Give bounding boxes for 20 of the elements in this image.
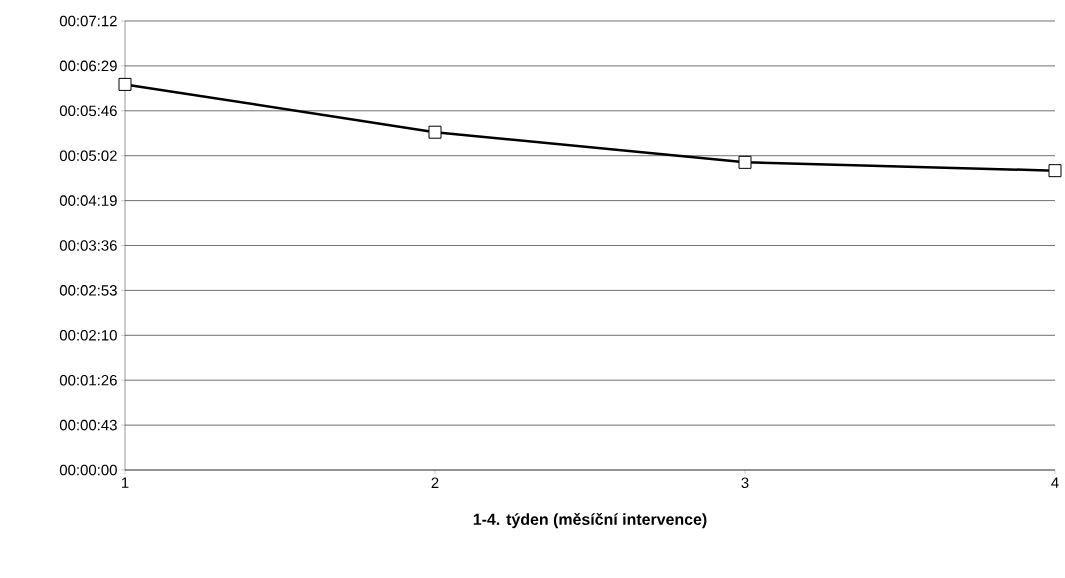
x-tick-label: 2 [431,477,439,488]
y-tick-label: 00:07:12 [59,15,117,27]
point [1048,164,1062,178]
y-tick-label: 00:05:02 [59,150,117,161]
x-tick-label: 4 [1051,477,1059,488]
y-tick-label: 00:06:29 [59,60,117,72]
y-tick-label: 00:00:00 [59,464,117,476]
y-tick-label: 00:04:19 [59,195,117,206]
x-tick-label: 3 [741,477,749,489]
x-tick-label: 1 [121,477,129,488]
y-tick-label: 00:02:53 [59,285,117,296]
x-axis-title: 1-4. týden (měsíční intervence) [473,512,707,529]
point [738,155,752,169]
y-tick-label: 00:03:36 [59,240,117,251]
y-tick-label: 00:00:43 [59,419,117,431]
y-tick-label: 00:02:10 [59,330,117,341]
y-tick-label: 00:05:46 [59,105,117,117]
point [118,77,132,91]
point [428,125,442,139]
y-tick-label: 00:01:26 [59,374,117,386]
